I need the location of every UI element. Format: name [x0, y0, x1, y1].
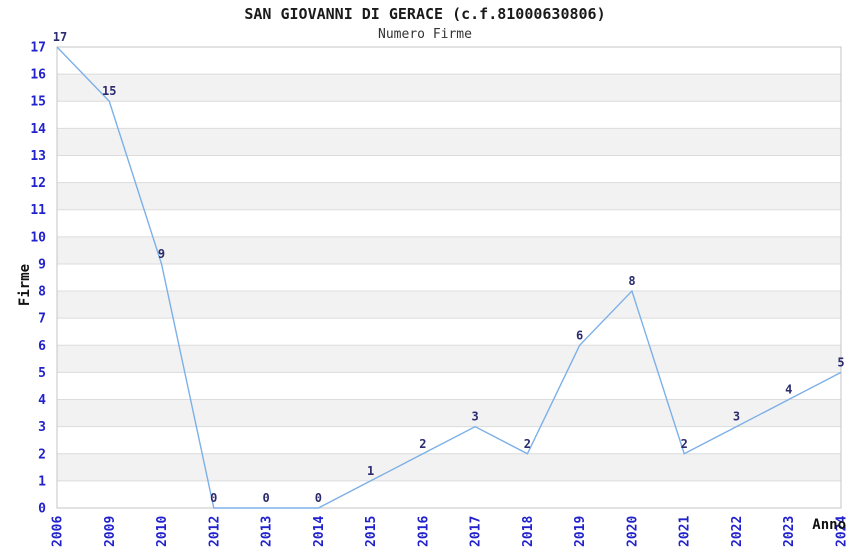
y-axis-title: Firme — [17, 263, 33, 307]
y-tick-label: 8 — [38, 285, 46, 300]
data-point-label: 3 — [472, 410, 479, 424]
y-tick-label: 11 — [30, 203, 46, 218]
data-point-label: 1 — [367, 464, 374, 478]
data-point-label: 6 — [576, 328, 583, 342]
x-tick-label: 2019 — [573, 516, 588, 547]
data-point-label: 5 — [837, 355, 844, 369]
x-tick-label: 2020 — [625, 516, 640, 547]
y-tick-label: 2 — [38, 447, 46, 462]
y-tick-label: 1 — [38, 474, 46, 489]
x-tick-label: 2006 — [51, 516, 66, 547]
y-tick-label: 14 — [30, 122, 46, 137]
y-tick-label: 5 — [38, 366, 46, 381]
plot-band — [57, 291, 841, 319]
x-tick-label: 2018 — [521, 516, 536, 547]
x-tick-label: 2010 — [155, 516, 170, 547]
data-line — [56, 46, 842, 509]
data-point-label: 4 — [785, 383, 792, 397]
x-tick-label: 2015 — [364, 516, 379, 547]
data-point-label: 0 — [262, 491, 269, 505]
y-tick-label: 7 — [38, 312, 46, 327]
y-tick-label: 6 — [38, 339, 46, 354]
x-tick-label: 2017 — [469, 516, 484, 547]
x-tick-label: 2016 — [416, 516, 431, 547]
plot-band — [57, 345, 841, 373]
x-tick-label: 2022 — [730, 516, 745, 547]
y-tick-label: 16 — [30, 68, 46, 83]
data-point-label: 8 — [628, 274, 635, 288]
data-point-label: 3 — [733, 410, 740, 424]
x-tick-label: 2013 — [260, 516, 275, 547]
y-tick-label: 3 — [38, 420, 46, 435]
data-point-label: 0 — [315, 491, 322, 505]
x-tick-label: 2024 — [835, 516, 850, 547]
plot-band — [57, 399, 841, 427]
y-tick-label: 4 — [38, 393, 46, 408]
chart-title: SAN GIOVANNI DI GERACE (c.f.81000630806) — [244, 5, 606, 23]
chart-subtitle: Numero Firme — [378, 27, 472, 42]
plot-border — [56, 46, 842, 509]
x-axis-title: Anno — [812, 517, 846, 533]
y-tick-label: 15 — [30, 95, 46, 110]
data-point-label: 0 — [210, 491, 217, 505]
x-tick-label: 2021 — [678, 516, 693, 547]
data-point-label: 17 — [53, 30, 67, 44]
x-tick-label: 2009 — [103, 516, 118, 547]
y-tick-label: 10 — [30, 230, 46, 245]
data-point-label: 15 — [102, 84, 116, 98]
data-point-label: 2 — [419, 437, 426, 451]
y-tick-label: 13 — [30, 149, 46, 164]
data-point-label: 2 — [524, 437, 531, 451]
y-tick-label: 17 — [30, 41, 46, 56]
x-tick-label: 2014 — [312, 516, 327, 547]
x-tick-label: 2023 — [782, 516, 797, 547]
y-tick-label: 12 — [30, 176, 46, 191]
plot-band — [57, 74, 841, 102]
plot-band — [57, 236, 841, 264]
y-tick-label: 9 — [38, 257, 46, 272]
plot-band — [57, 182, 841, 210]
plot-band — [57, 128, 841, 156]
plot-band — [57, 453, 841, 481]
y-tick-label: 0 — [38, 502, 46, 517]
x-tick-label: 2012 — [207, 516, 222, 547]
data-point-label: 2 — [681, 437, 688, 451]
data-point-label: 9 — [158, 247, 165, 261]
